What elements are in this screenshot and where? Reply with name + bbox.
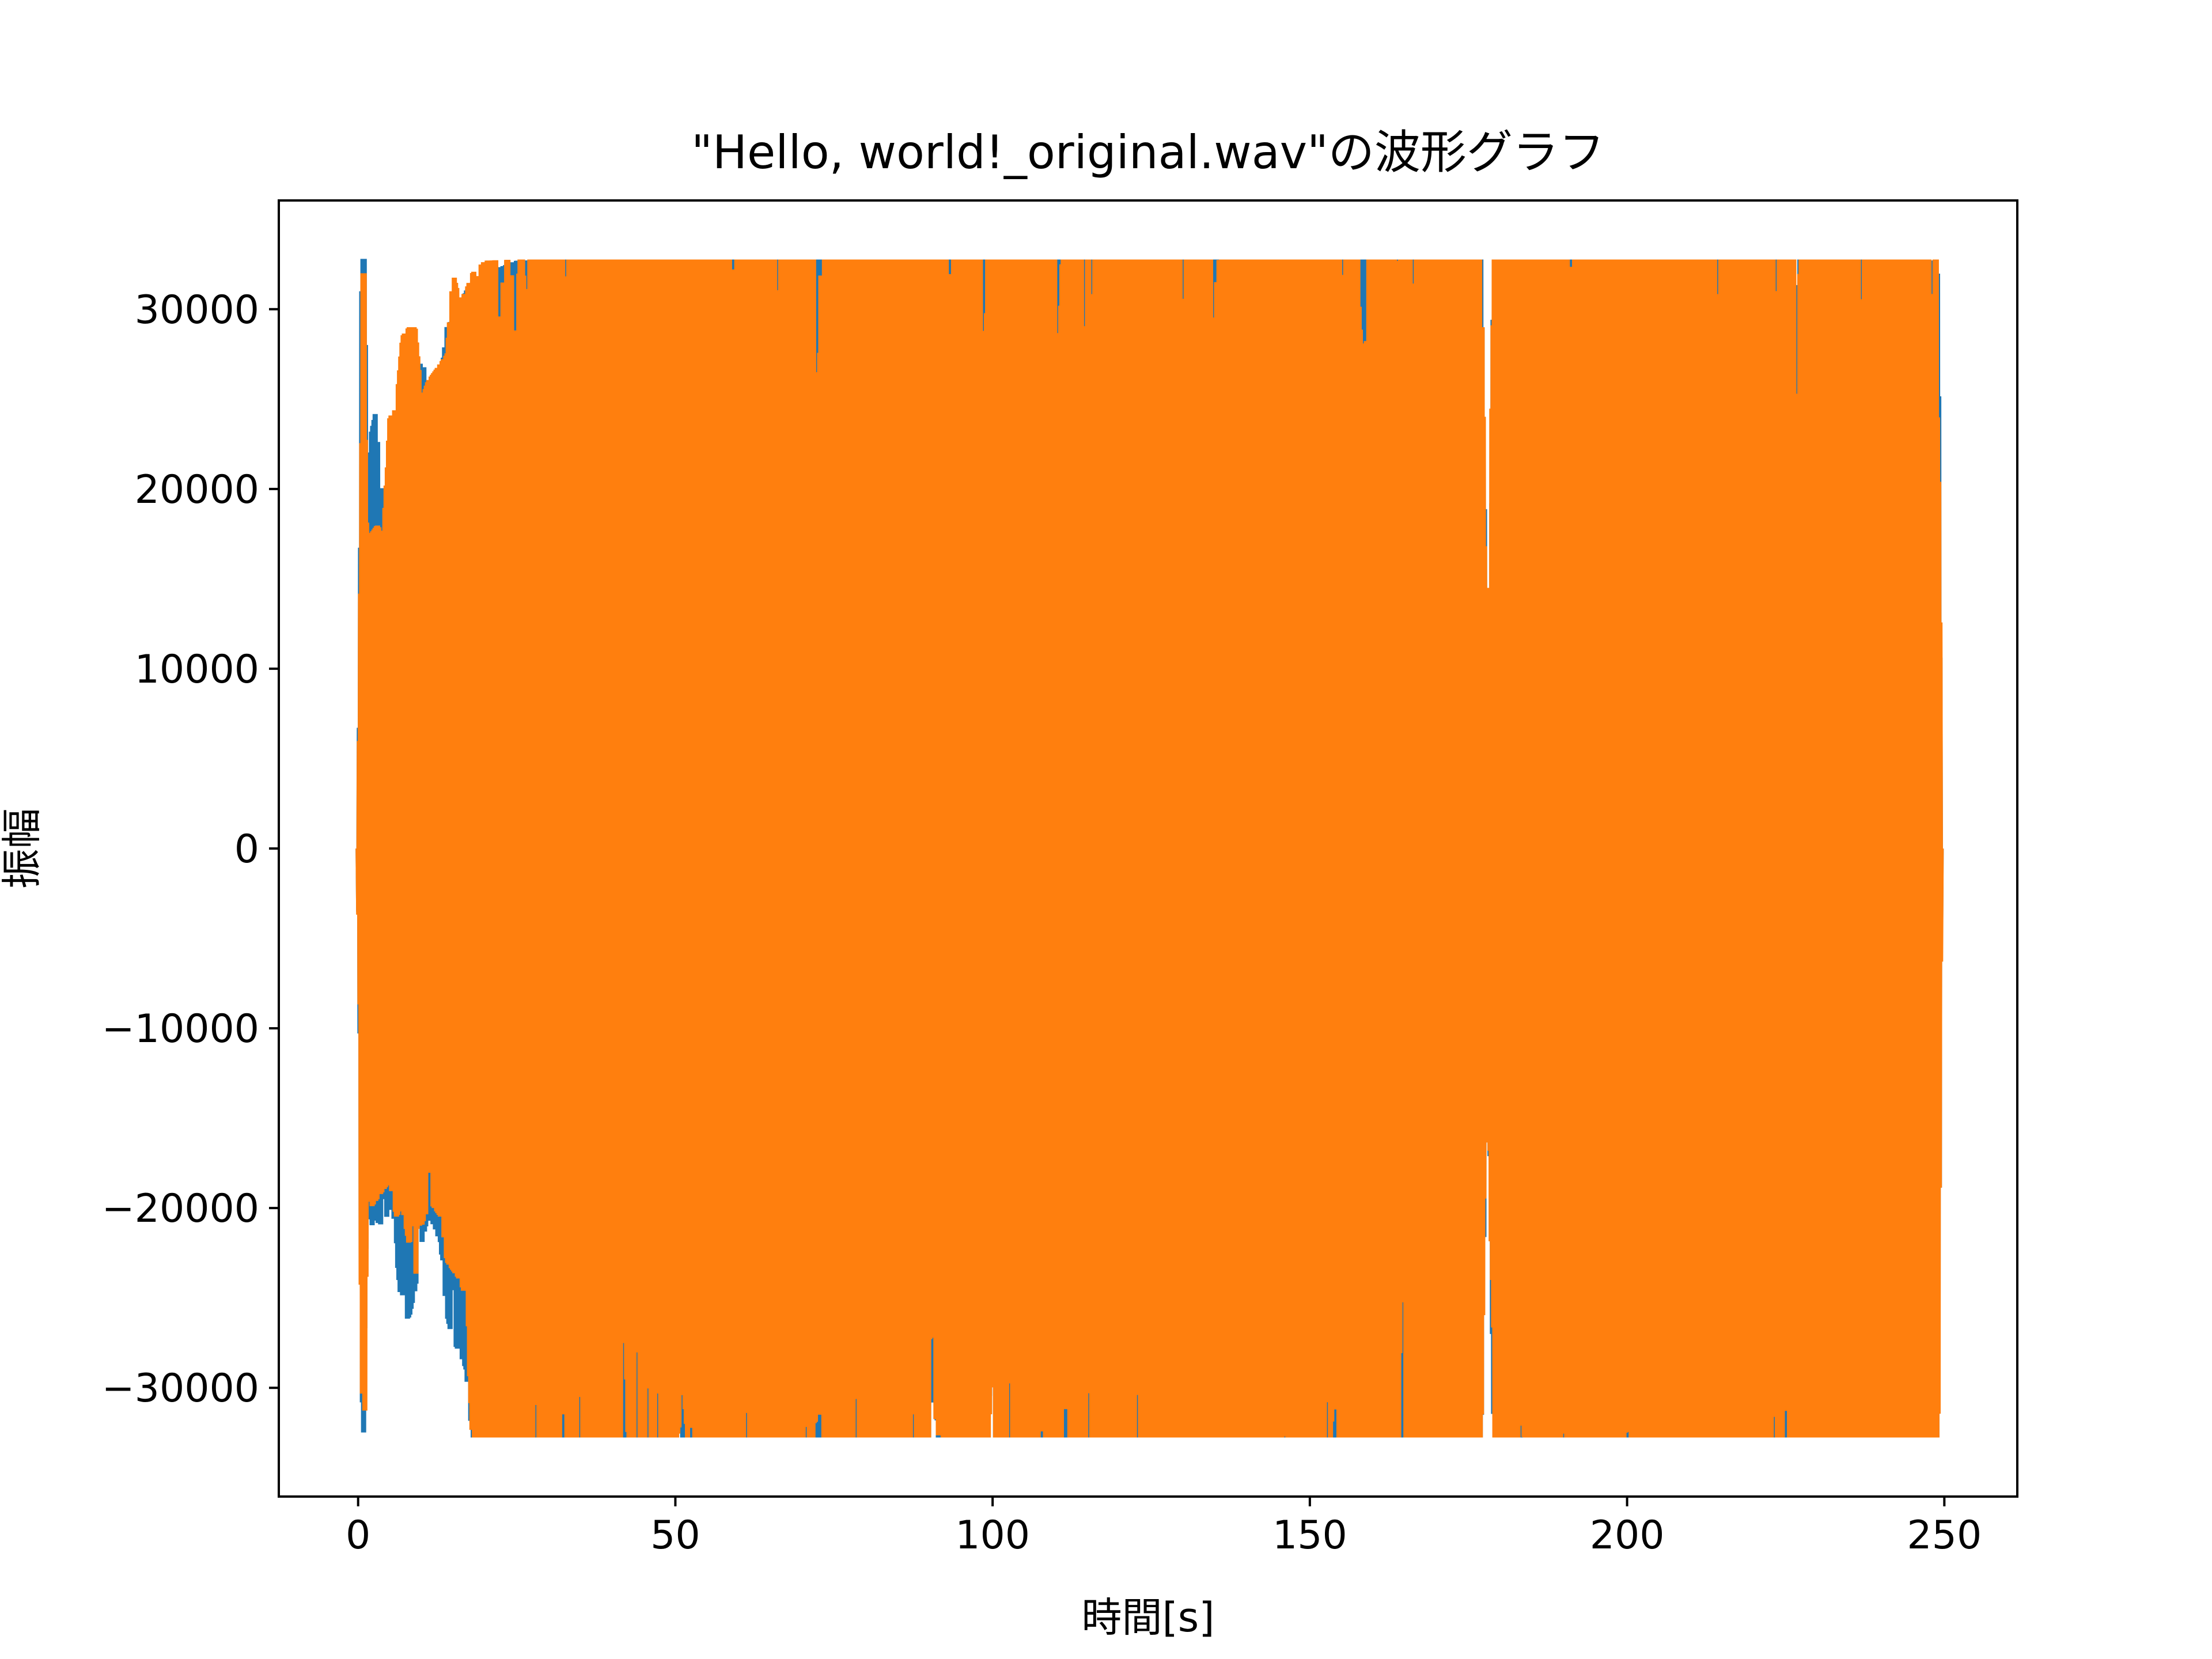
y-tick-label: −10000 (102, 1006, 259, 1052)
series-layer (355, 259, 1944, 1438)
series-2-line (355, 259, 1944, 1438)
chart-title: "Hello, world!_original.wav"の波形グラフ (691, 126, 1605, 179)
x-tick-label: 250 (1907, 1513, 1982, 1558)
x-axis: 0 50 100 150 200 250 (346, 1497, 1982, 1558)
y-tick-label: 30000 (135, 287, 259, 333)
x-tick-label: 150 (1272, 1513, 1347, 1558)
y-tick-label: 20000 (135, 467, 259, 513)
y-tick-label: 0 (234, 827, 259, 872)
x-tick-label: 50 (650, 1513, 700, 1558)
y-tick-label: 10000 (135, 647, 259, 692)
plot-area (278, 199, 2018, 1498)
x-axis-label: 時間[s] (1081, 1594, 1214, 1641)
y-axis: −30000 −20000 −10000 0 10000 20000 30000 (102, 287, 279, 1411)
y-tick-label: −20000 (102, 1186, 259, 1232)
x-tick-label: 200 (1590, 1513, 1665, 1558)
y-axis-label: 振幅 (0, 808, 46, 889)
x-tick-label: 0 (346, 1513, 370, 1558)
y-tick-label: −30000 (102, 1366, 259, 1411)
x-tick-label: 100 (955, 1513, 1030, 1558)
